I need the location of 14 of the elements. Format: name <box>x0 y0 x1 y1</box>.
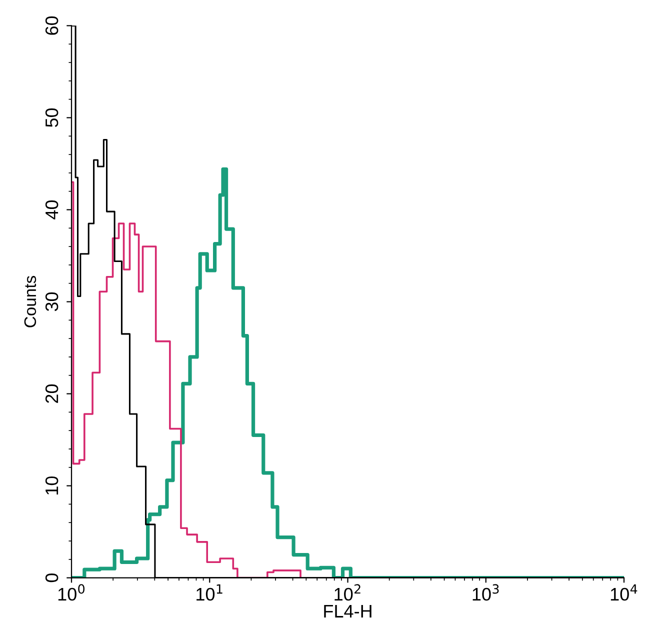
y-tick-label: 60 <box>45 16 58 35</box>
y-tick-label: 0 <box>45 573 58 582</box>
y-tick-label: 40 <box>45 200 58 220</box>
x-tick-label: 10$^{4}$ <box>610 584 638 601</box>
x-tick-label: 10$^{0}$ <box>58 584 85 601</box>
y-tick-label: 20 <box>45 384 58 403</box>
x-axis-title: FL4-H <box>324 605 372 618</box>
x-tick-label: 10$^{2}$ <box>334 584 360 601</box>
y-tick-label: 50 <box>45 108 58 128</box>
y-axis-title: Counts <box>24 276 36 328</box>
y-tick-label: 30 <box>45 292 58 312</box>
y-tick-label: 10 <box>45 476 58 494</box>
x-tick-label: 10$^{3}$ <box>472 584 499 601</box>
x-tick-label: 10$^{1}$ <box>196 584 222 601</box>
